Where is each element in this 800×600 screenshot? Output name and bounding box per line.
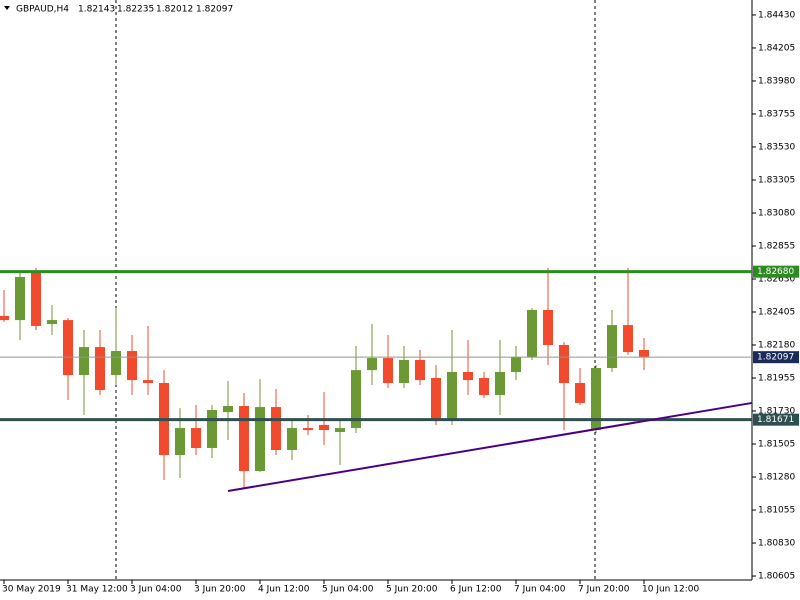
candle-body — [319, 424, 329, 431]
candle-body — [47, 320, 57, 325]
candle-body — [479, 378, 489, 396]
candle-body — [463, 371, 473, 381]
x-tick-label: 6 Jun 12:00 — [450, 585, 502, 595]
candle-body — [239, 406, 249, 472]
x-tick-label: 10 Jun 12:00 — [642, 585, 699, 595]
x-tick-label: 5 Jun 04:00 — [322, 585, 374, 595]
candle-body — [415, 359, 425, 381]
y-tick-label: 1.84430 — [758, 10, 795, 20]
candle-body — [447, 371, 457, 420]
candle-body — [63, 320, 73, 376]
y-tick-label: 1.83980 — [758, 76, 795, 86]
y-tick-label: 1.82405 — [758, 308, 795, 318]
candle-body — [351, 370, 361, 429]
candle-body — [111, 351, 121, 376]
x-tick-label: 3 Jun 04:00 — [130, 585, 182, 595]
candle-body — [399, 359, 409, 383]
plot — [0, 267, 649, 489]
x-tick-label: 31 May 12:00 — [66, 585, 128, 595]
candle-body — [559, 345, 569, 383]
trendline — [227, 401, 753, 492]
x-tick-label: 7 Jun 04:00 — [514, 585, 566, 595]
candle-body — [207, 409, 217, 448]
header-close: 1.82097 — [196, 5, 233, 15]
y-tick-label: 1.83530 — [758, 142, 795, 152]
candle-body — [95, 347, 105, 391]
y-tick-label: 1.81280 — [758, 473, 795, 483]
price-label: 1.81671 — [757, 415, 794, 425]
candle-body — [511, 357, 521, 372]
candle-body — [591, 368, 601, 431]
header-low: 1.82012 — [156, 5, 193, 15]
y-tick-label: 1.80830 — [758, 539, 795, 549]
candle-body — [287, 428, 297, 451]
price-label-box — [753, 413, 799, 426]
y-tick-label: 1.82630 — [758, 274, 795, 284]
menu-arrow[interactable] — [4, 6, 10, 10]
candle-body — [255, 407, 265, 472]
y-tick-label: 1.80605 — [758, 572, 795, 582]
y-tick-label: 1.81955 — [758, 374, 795, 384]
candle-body — [607, 325, 617, 369]
candle-body — [191, 428, 201, 448]
price-label: 1.82097 — [757, 353, 794, 363]
y-tick-label: 1.82855 — [758, 241, 795, 251]
candle-body — [143, 380, 153, 383]
candle-body — [127, 351, 137, 381]
x-tick-label: 7 Jun 20:00 — [578, 585, 630, 595]
candle-body — [335, 428, 345, 432]
price-label-box — [753, 351, 799, 364]
candle-body — [367, 358, 377, 371]
candle-body — [31, 271, 41, 326]
x-tick-label: 3 Jun 20:00 — [194, 585, 246, 595]
candle-body — [431, 378, 441, 420]
y-tick-label: 1.83305 — [758, 175, 795, 185]
candle-body — [0, 315, 9, 321]
header-open: 1.82143 — [78, 5, 115, 15]
y-tick-label: 1.82180 — [758, 341, 795, 351]
candle-body — [575, 382, 585, 403]
candle-body — [223, 406, 233, 413]
price-label-box — [753, 265, 799, 278]
candle-body — [15, 276, 25, 321]
candle-body — [303, 428, 313, 431]
x-tick-label: 4 Jun 12:00 — [258, 585, 310, 595]
y-tick-label: 1.81730 — [758, 407, 795, 417]
y-tick-label: 1.81505 — [758, 440, 795, 450]
y-tick-label: 1.83080 — [758, 208, 795, 218]
candle-body — [623, 325, 633, 353]
y-tick-label: 1.81055 — [758, 506, 795, 516]
candle-body — [495, 371, 505, 396]
candle-body — [527, 309, 537, 358]
header-high: 1.82235 — [117, 5, 154, 15]
x-tick-label: 30 May 2019 — [2, 585, 61, 595]
candle-body — [79, 347, 89, 376]
candle-body — [639, 349, 649, 358]
y-tick-label: 1.83755 — [758, 109, 795, 119]
x-tick-label: 5 Jun 20:00 — [386, 585, 438, 595]
candle-body — [383, 358, 393, 383]
price-label: 1.82680 — [757, 267, 794, 277]
candle-body — [271, 407, 281, 451]
symbol: GBPAUD,H4 — [16, 5, 69, 15]
y-tick-label: 1.84205 — [758, 43, 795, 53]
candle-body — [543, 309, 553, 346]
candle-body — [175, 428, 185, 456]
